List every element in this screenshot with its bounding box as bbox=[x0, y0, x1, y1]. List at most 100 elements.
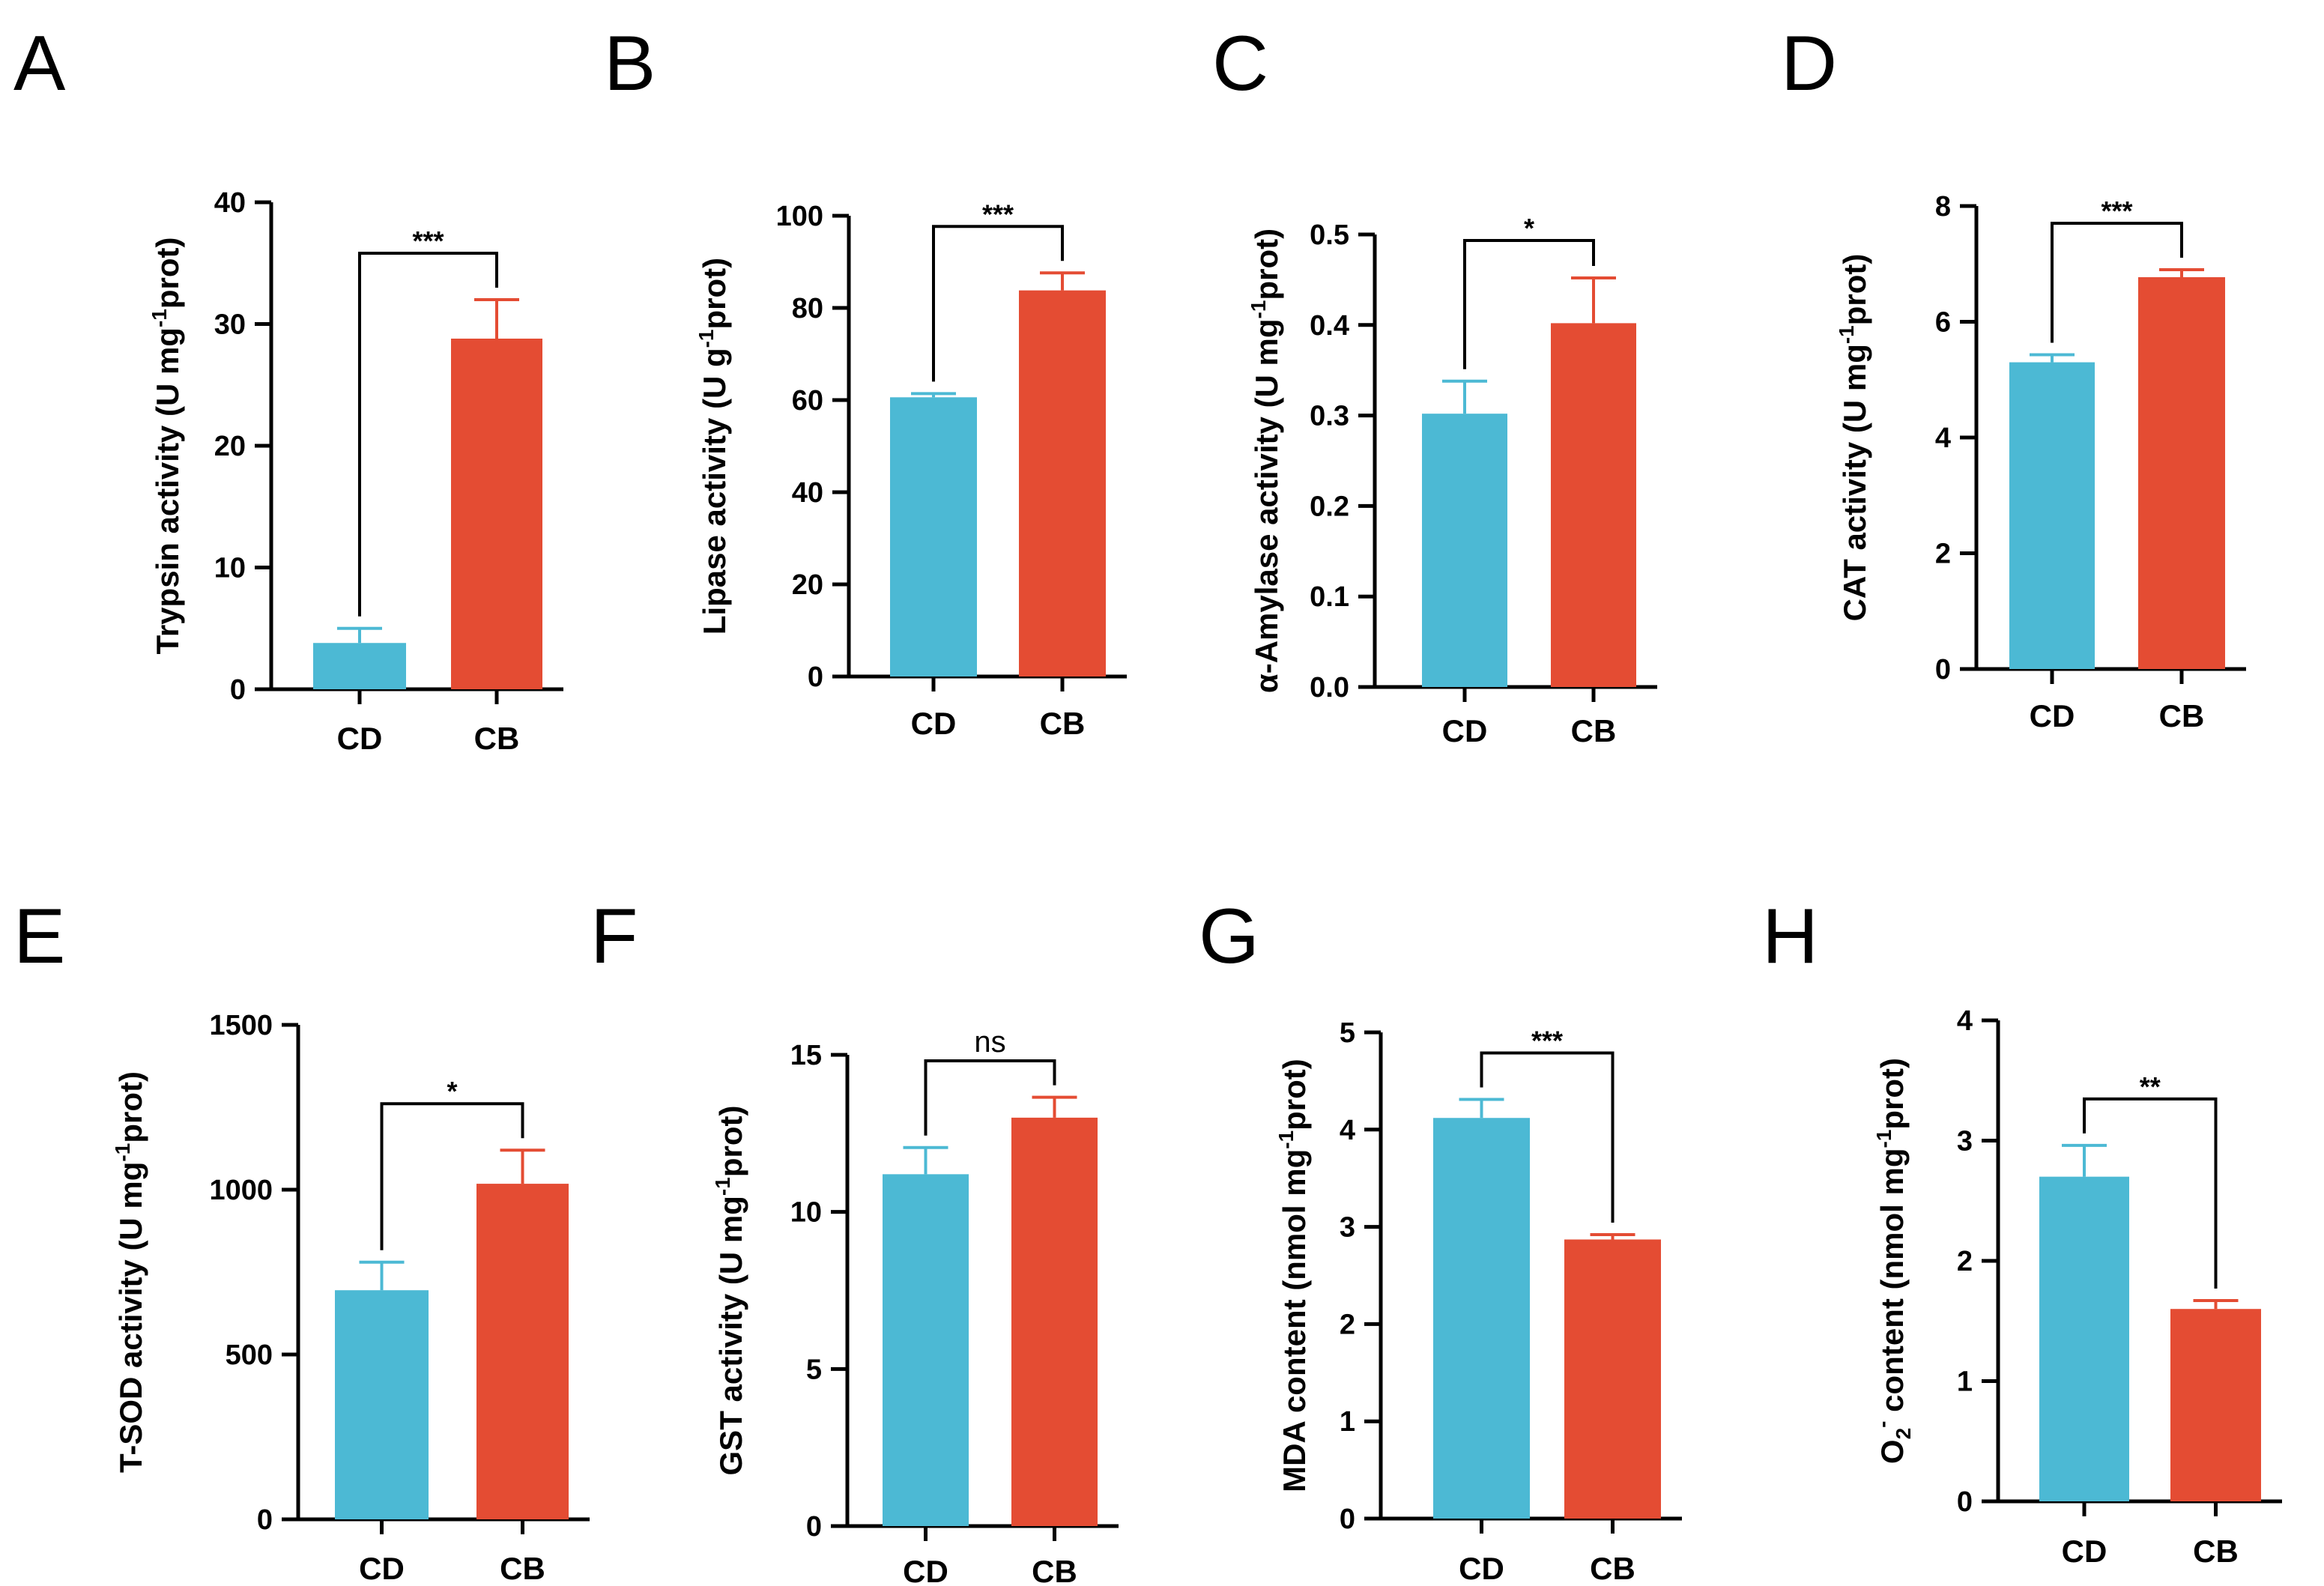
y-title-text: Lipase activity (U g bbox=[697, 348, 732, 635]
x-tick-label: CB bbox=[1040, 706, 1086, 741]
significance-label: * bbox=[1524, 213, 1534, 243]
y-title-superscript: -1 bbox=[1835, 325, 1858, 344]
y-title-text: Trypsin activity (U mg bbox=[150, 327, 185, 654]
y-title-superscript: -1 bbox=[111, 1143, 134, 1162]
panel-b: B 0 20 40 60 80 100 CD CB *** Lipase activity (U g… bbox=[604, 20, 1127, 741]
x-tick-label: CD bbox=[2062, 1534, 2107, 1569]
y-tick-label: 4 bbox=[1935, 423, 1951, 454]
y-title-text: prot) bbox=[1874, 1058, 1910, 1130]
bar-cd bbox=[335, 1290, 429, 1519]
significance-label: ns bbox=[974, 1026, 1005, 1059]
bar-cd bbox=[1433, 1118, 1530, 1519]
y-title-text: content (nmol mg bbox=[1874, 1148, 1910, 1420]
y-axis-title: α-Amylase activity (U mg-1prot) bbox=[1247, 228, 1284, 693]
significance-bracket bbox=[2051, 221, 2183, 343]
x-tick-label: CB bbox=[2159, 698, 2205, 733]
bar-cb bbox=[2138, 277, 2225, 670]
y-axis-title: Lipase activity (U g-1prot) bbox=[695, 258, 732, 635]
x-tick-label: CB bbox=[500, 1551, 545, 1586]
y-title-text: prot) bbox=[113, 1071, 148, 1143]
panel-letter: E bbox=[13, 893, 65, 980]
panel-letter: C bbox=[1212, 20, 1268, 107]
y-title-superscript: -1 bbox=[1247, 300, 1270, 319]
panel-g: G 0 1 2 3 4 5 CD CB *** MDA content (nmol mg-1prot… bbox=[1199, 893, 1682, 1586]
y-tick-label: 2 bbox=[1340, 1309, 1355, 1340]
panel-letter: D bbox=[1781, 20, 1837, 107]
y-title-text: prot) bbox=[150, 237, 185, 309]
y-title-text: prot) bbox=[697, 258, 732, 330]
bar-cd bbox=[2009, 362, 2095, 669]
y-tick-label: 3 bbox=[1957, 1126, 1973, 1157]
significance-label: *** bbox=[412, 226, 444, 256]
bar-cb bbox=[2170, 1309, 2261, 1501]
y-tick-label: 3 bbox=[1340, 1212, 1355, 1244]
y-title-text: O bbox=[1874, 1439, 1910, 1464]
y-tick-label: 40 bbox=[214, 187, 246, 219]
y-tick-label: 1500 bbox=[209, 1010, 273, 1041]
y-tick-label: 0.2 bbox=[1310, 491, 1349, 522]
y-tick-label: 0 bbox=[1340, 1504, 1355, 1535]
panel-c: C 0.0 0.1 0.2 0.3 0.4 0.5 CD CB * α-Amylase activi… bbox=[1212, 20, 1657, 748]
y-tick-label: 0.4 bbox=[1310, 310, 1349, 342]
x-tick-label: CB bbox=[1032, 1554, 1077, 1586]
y-title-text: CAT activity (U mg bbox=[1837, 344, 1872, 621]
y-tick-label: 100 bbox=[776, 201, 823, 232]
y-tick-label: 2 bbox=[1935, 539, 1951, 570]
y-tick-label: 5 bbox=[1340, 1017, 1355, 1049]
significance-label: * bbox=[447, 1076, 457, 1107]
y-title-text: MDA content (nmol mg bbox=[1277, 1149, 1312, 1492]
x-tick-label: CD bbox=[903, 1554, 948, 1586]
y-title-text: α-Amylase activity (U mg bbox=[1249, 318, 1284, 693]
panel-letter: B bbox=[604, 20, 656, 107]
y-tick-label: 6 bbox=[1935, 307, 1951, 339]
panel-a: A 0 10 20 30 40 CD CB *** Trypsin activity (U mg-… bbox=[13, 20, 563, 756]
bar-cd bbox=[313, 643, 406, 689]
y-tick-label: 40 bbox=[792, 477, 823, 509]
bar-cb bbox=[476, 1184, 569, 1519]
y-title-superscript: -1 bbox=[148, 309, 171, 327]
x-tick-label: CB bbox=[1571, 713, 1617, 748]
y-tick-label: 30 bbox=[214, 309, 246, 341]
y-axis-title: O2- content (nmol mg-1prot) bbox=[1871, 1058, 1915, 1464]
panel-letter: F bbox=[590, 893, 638, 980]
y-tick-label: 0 bbox=[257, 1504, 273, 1536]
y-tick-label: 10 bbox=[214, 553, 246, 584]
y-tick-label: 0 bbox=[1935, 654, 1951, 685]
panel-letter: G bbox=[1199, 893, 1259, 980]
significance-label: *** bbox=[1531, 1026, 1563, 1056]
x-tick-label: CB bbox=[1590, 1551, 1635, 1586]
y-title-superscript: - bbox=[1871, 1420, 1894, 1427]
y-tick-label: 8 bbox=[1935, 191, 1951, 223]
panel-letter: A bbox=[13, 20, 66, 107]
y-title-text: T-SOD activity (U mg bbox=[113, 1162, 148, 1473]
y-tick-label: 0 bbox=[1957, 1486, 1973, 1518]
x-tick-label: CD bbox=[911, 706, 957, 741]
bar-cd bbox=[2039, 1176, 2129, 1501]
y-axis-title: CAT activity (U mg-1prot) bbox=[1835, 254, 1872, 622]
y-tick-label: 20 bbox=[214, 431, 246, 462]
y-tick-label: 20 bbox=[792, 569, 823, 601]
y-title-text: prot) bbox=[1249, 228, 1284, 300]
significance-bracket bbox=[1480, 1051, 1615, 1223]
bar-cd bbox=[1422, 414, 1507, 687]
significance-bracket bbox=[380, 1102, 524, 1250]
bar-cd bbox=[890, 397, 977, 677]
y-tick-label: 1000 bbox=[209, 1175, 273, 1206]
x-tick-label: CB bbox=[474, 721, 520, 756]
significance-label: *** bbox=[982, 199, 1014, 229]
panel-letter: H bbox=[1762, 893, 1818, 980]
y-tick-label: 15 bbox=[790, 1040, 822, 1071]
y-title-superscript: -1 bbox=[695, 329, 718, 348]
bar-cb bbox=[1011, 1117, 1098, 1526]
x-tick-label: CD bbox=[1459, 1551, 1504, 1586]
x-tick-label: CD bbox=[2030, 698, 2075, 733]
bar-cd bbox=[883, 1174, 969, 1526]
y-title-text: prot) bbox=[1837, 254, 1872, 326]
y-tick-label: 0 bbox=[806, 1511, 822, 1543]
y-tick-label: 500 bbox=[226, 1340, 273, 1371]
significance-bracket bbox=[932, 225, 1064, 382]
y-tick-label: 1 bbox=[1957, 1366, 1973, 1398]
significance-bracket bbox=[1463, 239, 1595, 369]
